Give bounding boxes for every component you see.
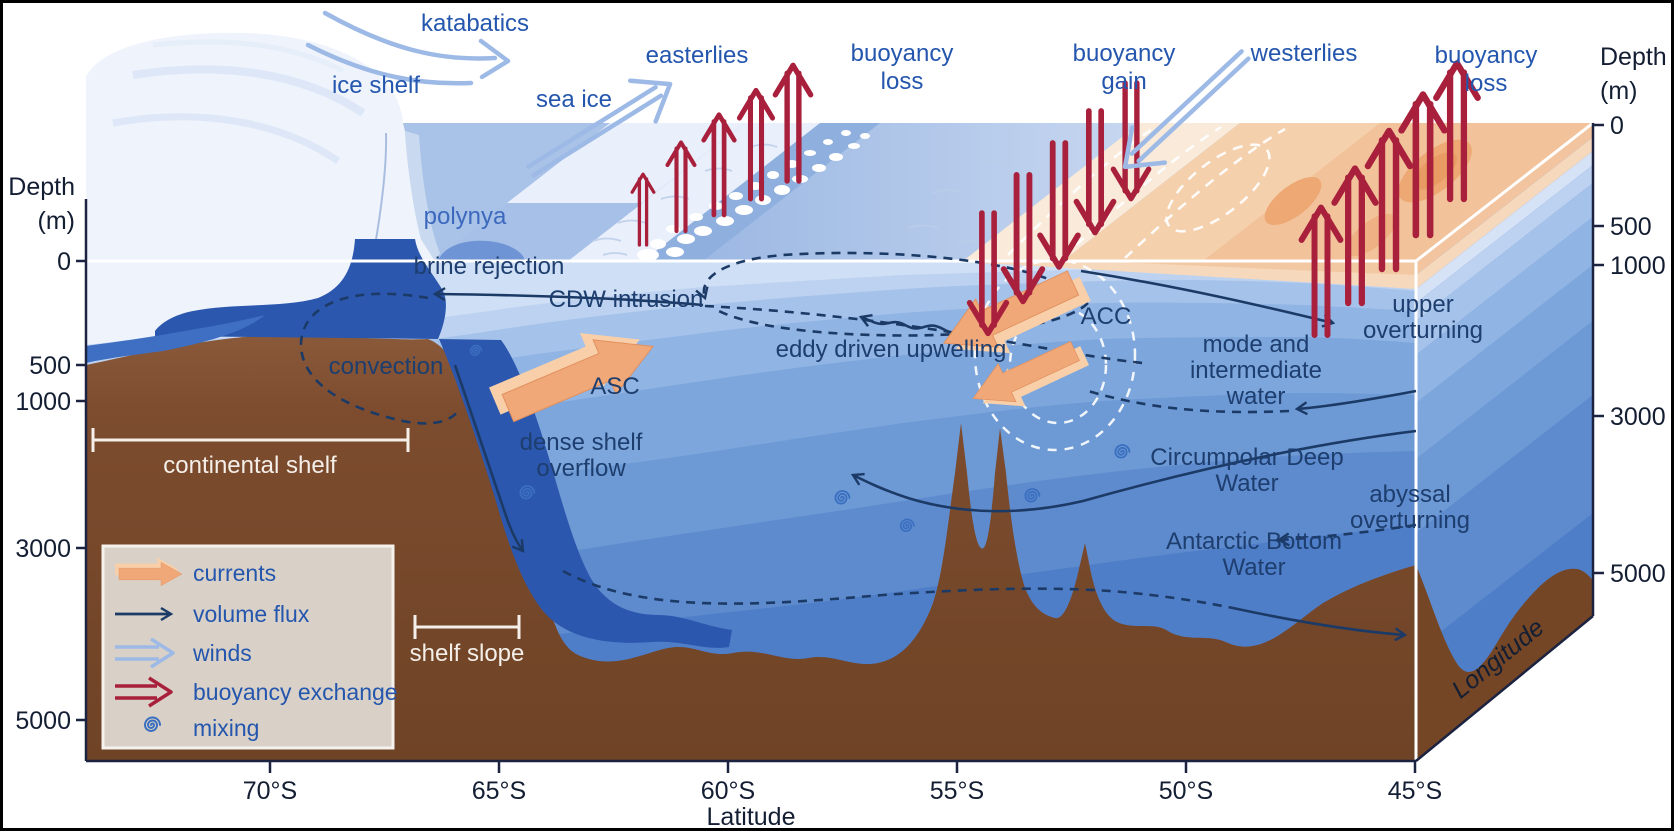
left-tick-1000: 1000 — [15, 388, 71, 416]
lat-tick-65s: 65°S — [472, 777, 526, 805]
label-asc: ASC — [590, 373, 639, 400]
svg-text:loss: loss — [881, 68, 924, 95]
top-right-edge — [1415, 121, 1594, 263]
svg-text:loss: loss — [1465, 70, 1508, 97]
legend: currents volume flux winds buoyancy exch… — [101, 544, 398, 750]
winds-arrow-icon — [115, 637, 175, 669]
svg-text:(m): (m) — [1600, 77, 1637, 105]
label-convection: convection — [329, 353, 444, 380]
axes — [76, 123, 1604, 773]
svg-text:overturning: overturning — [1350, 507, 1470, 534]
legend-label-buoyancy-exchange: buoyancy exchange — [193, 679, 398, 705]
svg-text:overturning: overturning — [1363, 317, 1483, 344]
lat-tick-55s: 55°S — [930, 777, 984, 805]
svg-text:gain: gain — [1101, 68, 1146, 95]
label-ice-shelf: ice shelf — [332, 72, 420, 99]
legend-label-winds: winds — [192, 640, 252, 666]
label-upper-overturning: upper — [1392, 291, 1453, 318]
extent-brackets — [91, 428, 521, 639]
left-tick-0: 0 — [57, 248, 71, 276]
label-buoyancy-loss-2: buoyancy — [1435, 42, 1538, 69]
label-circumpolar-deep-water: Circumpolar Deep — [1150, 444, 1343, 471]
latitude-axis-title: Latitude — [707, 803, 796, 828]
left-depth-axis-title: Depth — [8, 173, 75, 201]
under-ice-cavity — [86, 315, 265, 363]
legend-label-mixing: mixing — [193, 715, 259, 741]
pancake-ice — [637, 130, 870, 261]
left-tick-3000: 3000 — [15, 535, 71, 563]
right-tick-1000: 1000 — [1610, 252, 1666, 280]
label-brine-rejection: brine rejection — [414, 253, 565, 280]
right-tick-3000: 3000 — [1610, 403, 1666, 431]
right-tick-0: 0 — [1610, 112, 1624, 140]
label-continental-shelf: continental shelf — [163, 452, 337, 479]
buoyancy-exchange-arrow-icon — [115, 676, 173, 708]
legend-label-volume-flux: volume flux — [193, 601, 310, 627]
svg-text:intermediate: intermediate — [1190, 357, 1322, 384]
svg-text:(m): (m) — [38, 207, 75, 235]
wind-arrows — [305, 10, 1261, 191]
lat-tick-70s: 70°S — [243, 777, 297, 805]
label-buoyancy-gain: buoyancy — [1073, 40, 1176, 67]
svg-text:water: water — [1226, 383, 1286, 410]
svg-text:overflow: overflow — [536, 455, 626, 482]
seafloor-front — [86, 335, 1416, 761]
legend-label-currents: currents — [193, 560, 276, 586]
ice-shelf-cliff — [405, 131, 440, 261]
lat-tick-45s: 45°S — [1388, 777, 1442, 805]
right-tick-5000: 5000 — [1610, 560, 1666, 588]
right-depth-axis-title: Depth — [1600, 43, 1667, 71]
schematic-canvas: currents volume flux winds buoyancy exch… — [8, 10, 1667, 828]
katabatics-arrow — [322, 10, 498, 61]
left-tick-5000: 5000 — [15, 707, 71, 735]
label-mode-intermediate-water: mode and — [1203, 331, 1310, 358]
volume-flux-lines — [299, 251, 1417, 642]
lat-tick-50s: 50°S — [1159, 777, 1213, 805]
label-acc: ACC — [1081, 303, 1132, 330]
label-buoyancy-loss-1: buoyancy — [851, 40, 954, 67]
lat-tick-60s: 60°S — [701, 777, 755, 805]
label-abyssal-overturning: abyssal — [1369, 481, 1450, 508]
label-eddy-driven-upwelling: eddy driven upwelling — [776, 336, 1007, 363]
label-katabatics: katabatics — [421, 10, 529, 37]
svg-text:Water: Water — [1222, 554, 1285, 581]
label-shelf-slope: shelf slope — [410, 640, 525, 667]
svg-text:Water: Water — [1215, 470, 1278, 497]
label-cdw-intrusion: CDW intrusion — [549, 286, 704, 313]
label-easterlies: easterlies — [646, 42, 749, 69]
ice-shelf-body — [86, 32, 435, 346]
left-tick-500: 500 — [29, 352, 71, 380]
label-westerlies: westerlies — [1250, 40, 1358, 67]
seafloor-right-face — [1416, 565, 1593, 761]
label-dense-shelf-overflow: dense shelf — [520, 429, 643, 456]
right-face-strata — [1416, 123, 1593, 761]
label-antarctic-bottom-water: Antarctic Bottom — [1166, 528, 1342, 555]
label-sea-ice: sea ice — [536, 86, 612, 113]
right-tick-500: 500 — [1610, 213, 1652, 241]
acc-fronts-dashed — [1007, 125, 1286, 259]
label-polynya: polynya — [424, 203, 507, 230]
bottom-right-edge — [1415, 615, 1594, 762]
sea-ice-area — [568, 123, 820, 261]
